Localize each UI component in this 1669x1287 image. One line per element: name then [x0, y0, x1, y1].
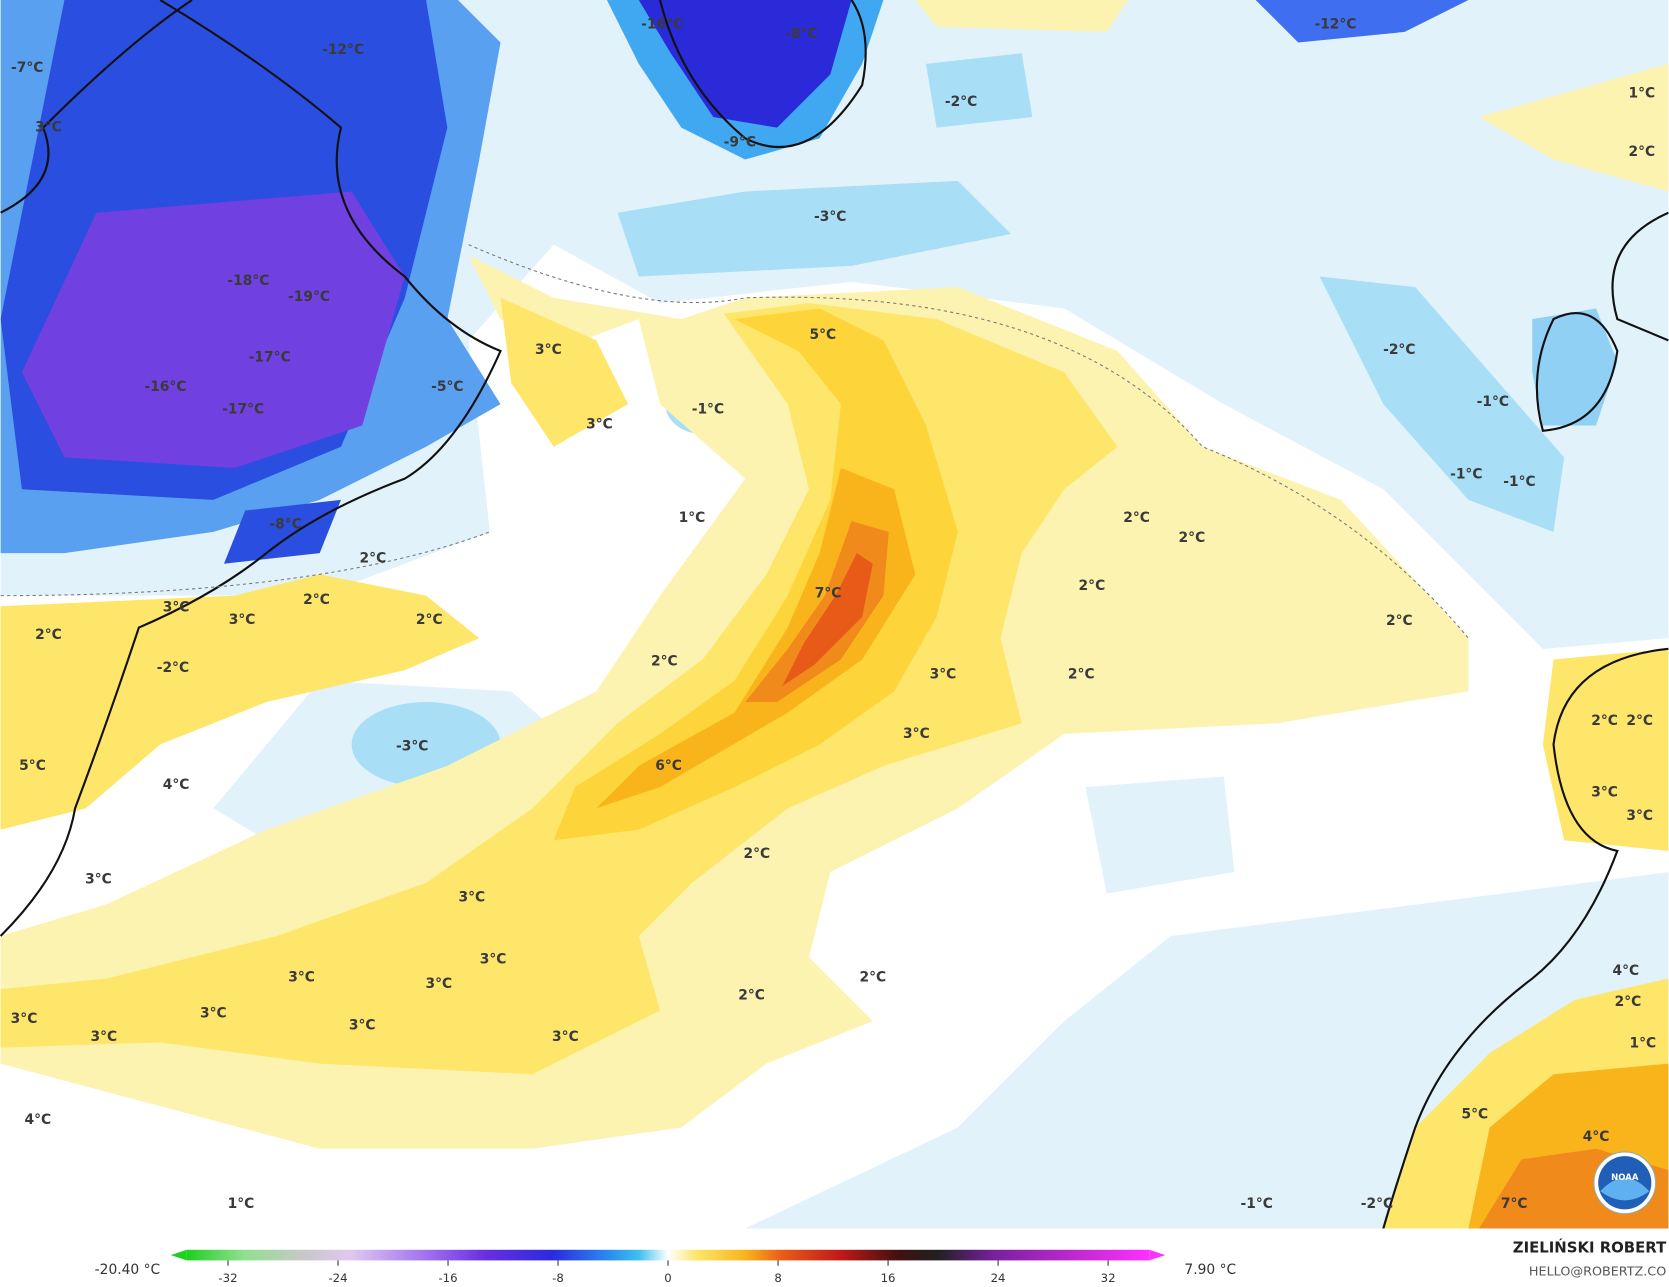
temperature-label: -1°C — [1241, 1196, 1273, 1212]
temperature-label: 2°C — [1123, 510, 1150, 526]
temperature-label: -2°C — [945, 94, 977, 110]
colorbar-tick-label: 24 — [991, 1271, 1006, 1285]
temperature-label: 3°C — [200, 1006, 227, 1022]
colorbar-tick-label: 0 — [664, 1271, 671, 1285]
temperature-label: -8°C — [785, 26, 817, 42]
credit-name: ZIELIŃSKI ROBERT — [1513, 1239, 1667, 1257]
temperature-label: 1°C — [1628, 86, 1655, 102]
colorbar-tick-label: 16 — [881, 1271, 896, 1285]
temperature-label: -17°C — [222, 402, 264, 418]
temperature-label: 3°C — [458, 890, 485, 906]
temperature-label: -16°C — [641, 16, 683, 32]
temperature-label: 1°C — [228, 1196, 255, 1212]
temperature-label: 3°C — [1591, 784, 1618, 800]
temperature-label: 3°C — [1626, 808, 1653, 824]
temperature-label: -1°C — [1477, 394, 1509, 410]
colorbar-tick-label: -24 — [328, 1271, 347, 1285]
temperature-label: 2°C — [416, 612, 443, 628]
temperature-label: -2°C — [1361, 1196, 1393, 1212]
temperature-label: 2°C — [1615, 994, 1642, 1010]
temperature-label: 1°C — [1630, 1035, 1657, 1051]
colorbar-tick-label: -8 — [552, 1271, 564, 1285]
temperature-label: 3°C — [11, 1011, 38, 1027]
temperature-label: 2°C — [1386, 613, 1413, 629]
temperature-label: 5°C — [809, 327, 836, 343]
temperature-label: 4°C — [163, 777, 190, 793]
temperature-label: -17°C — [249, 349, 291, 365]
temperature-label: 3°C — [85, 872, 112, 888]
temperature-label: -7°C — [11, 60, 43, 76]
map-labels: -7°C 3°C -12°C -16°C -8°C -12°C -2°C 1°C 2°C -9°C… — [11, 16, 1657, 1212]
temperature-label: -3°C — [396, 739, 428, 755]
temperature-label: 2°C — [360, 550, 387, 566]
temperature-label: -16°C — [144, 379, 186, 395]
min-label: -20.40 °C — [95, 1262, 160, 1278]
temperature-label: -2°C — [1383, 342, 1415, 358]
temperature-label: 3°C — [903, 726, 930, 742]
temperature-label: 2°C — [1068, 666, 1095, 682]
temperature-label: 2°C — [1591, 713, 1618, 729]
temperature-label: 5°C — [1461, 1107, 1488, 1123]
colorbar: -32 -24 -16 -8 0 8 16 24 32 — [170, 1249, 1166, 1285]
temperature-label: 5°C — [19, 758, 46, 774]
temperature-label: -3°C — [814, 209, 846, 225]
temperature-label: -2°C — [157, 660, 189, 676]
temperature-label: -5°C — [431, 379, 463, 395]
temperature-label: 4°C — [1613, 963, 1640, 979]
temperature-label: 2°C — [651, 654, 678, 670]
noaa-logo: NOAA — [1593, 1151, 1657, 1215]
temperature-label: 2°C — [303, 592, 330, 608]
credit-contact: HELLO@ROBERTZ.CO — [1529, 1265, 1666, 1280]
temperature-label: -12°C — [322, 42, 364, 58]
temperature-label: 3°C — [930, 666, 957, 682]
temperature-label: 1°C — [679, 510, 706, 526]
temperature-label: 3°C — [229, 612, 256, 628]
temperature-label: 2°C — [35, 627, 62, 643]
temperature-label: 3°C — [163, 599, 190, 615]
temperature-label: -1°C — [1450, 466, 1482, 482]
temperature-label: 7°C — [815, 586, 842, 602]
colorbar-tick-label: -16 — [438, 1271, 457, 1285]
temperature-label: -18°C — [227, 273, 269, 289]
temperature-label: 6°C — [655, 758, 682, 774]
temperature-label: 2°C — [1079, 578, 1106, 594]
temperature-label: 2°C — [738, 988, 765, 1004]
temperature-label: -19°C — [288, 289, 330, 305]
colorbar-tick-label: 8 — [774, 1271, 781, 1285]
colorbar-tick-label: -32 — [218, 1271, 237, 1285]
temperature-label: 7°C — [1501, 1196, 1528, 1212]
max-label: 7.90 °C — [1184, 1262, 1236, 1278]
temperature-label: 4°C — [25, 1112, 52, 1128]
temperature-label: 4°C — [1583, 1129, 1610, 1145]
temperature-label: -8°C — [269, 516, 301, 532]
temperature-label: 2°C — [1626, 713, 1653, 729]
temperature-label: 3°C — [552, 1029, 579, 1045]
temperature-label: 3°C — [586, 416, 613, 432]
temperature-label: 3°C — [35, 120, 62, 136]
logo-text: NOAA — [1611, 1173, 1639, 1183]
temperature-label: 3°C — [480, 951, 507, 967]
temperature-label: -1°C — [1503, 474, 1535, 490]
temperature-label: 2°C — [859, 969, 886, 985]
temperature-label: 3°C — [425, 976, 452, 992]
temperature-label: 3°C — [349, 1017, 376, 1033]
temperature-label: 3°C — [90, 1029, 117, 1045]
temperature-label: 3°C — [535, 342, 562, 358]
temperature-label: -9°C — [724, 135, 756, 151]
temperature-label: 2°C — [1628, 144, 1655, 160]
temperature-label: 2°C — [744, 846, 771, 862]
temperature-label: -1°C — [692, 402, 724, 418]
colorbar-tick-label: 32 — [1101, 1271, 1116, 1285]
temperature-label: 2°C — [1179, 530, 1206, 546]
temperature-label: 3°C — [288, 969, 315, 985]
map-field — [0, 0, 1669, 1229]
temperature-label: -12°C — [1314, 16, 1356, 32]
